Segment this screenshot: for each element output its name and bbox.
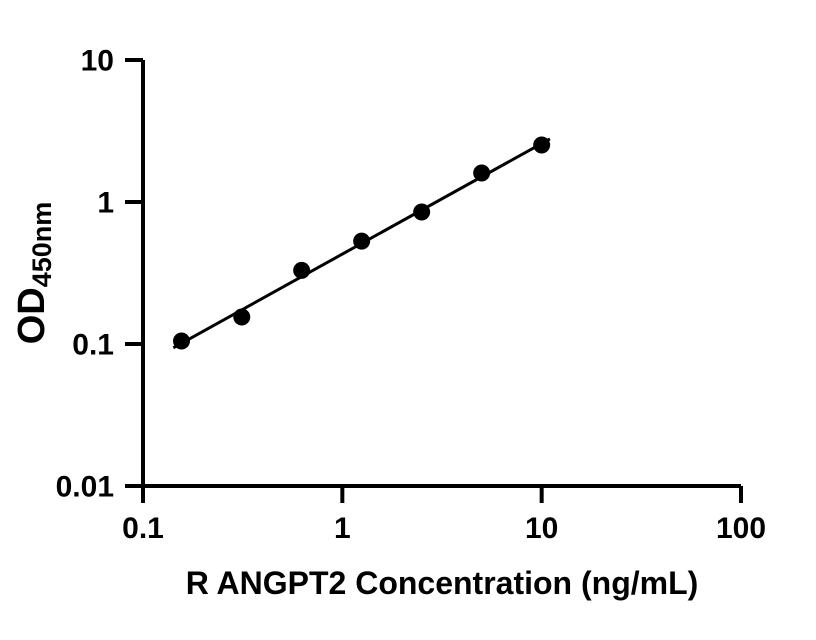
y-axis-title-subscript: 450nm [27, 202, 57, 288]
data-point [353, 232, 371, 250]
x-tick-label: 100 [716, 512, 766, 545]
y-tick-label: 0.01 [56, 471, 114, 504]
data-point [473, 164, 491, 182]
data-point [172, 332, 190, 350]
y-tick-label: 0.1 [72, 329, 114, 362]
x-tick-label: 0.1 [122, 512, 164, 545]
y-tick-label: 1 [97, 187, 114, 220]
y-tick-label: 10 [81, 45, 114, 78]
plot-series [172, 136, 551, 350]
x-axis-title: R ANGPT2 Concentration (ng/mL) [186, 565, 699, 601]
data-point [413, 203, 431, 221]
y-axis-title-main: OD [11, 287, 53, 344]
x-tick-label: 10 [525, 512, 558, 545]
data-point [233, 308, 251, 326]
data-point [293, 261, 311, 279]
y-axis-title: OD450nm [11, 202, 57, 345]
data-point [533, 136, 551, 154]
x-tick-label: 1 [334, 512, 351, 545]
